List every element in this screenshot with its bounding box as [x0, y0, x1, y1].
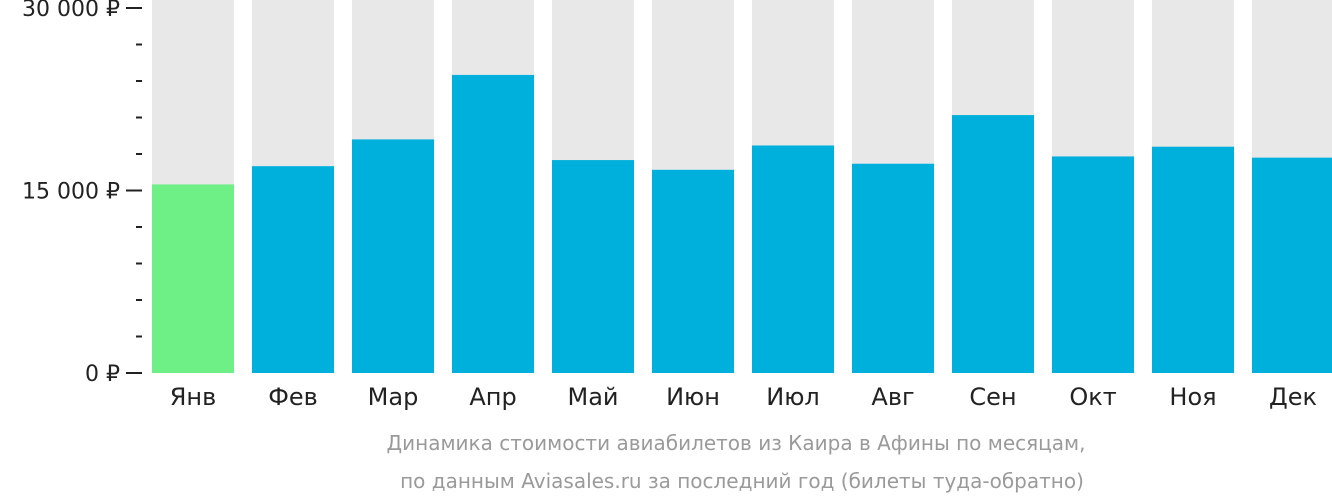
xtick-label: Июл — [766, 383, 820, 411]
xtick-label: Дек — [1269, 383, 1317, 411]
xtick-label: Авг — [871, 383, 914, 411]
caption-line: Динамика стоимости авиабилетов из Каира … — [387, 431, 1086, 455]
xtick-label: Мар — [368, 383, 419, 411]
bar — [252, 166, 334, 373]
xtick-label: Май — [567, 383, 618, 411]
bar — [552, 160, 634, 373]
y-axis: 30 000 ₽ 15 000 ₽ 0 ₽ — [22, 0, 142, 387]
bar — [652, 169, 734, 373]
chart-caption: Динамика стоимости авиабилетов из Каира … — [387, 431, 1086, 493]
caption-line: по данным Aviasales.ru за последний год … — [400, 469, 1084, 493]
ytick-label: 30 000 ₽ — [22, 0, 120, 22]
xtick-label: Фев — [268, 383, 318, 411]
bar — [152, 184, 234, 373]
xtick-label: Апр — [469, 383, 516, 411]
xtick-label: Окт — [1069, 383, 1116, 411]
xtick-label: Июн — [666, 383, 720, 411]
x-axis: Янв Фев Мар Апр Май Июн Июл Авг Сен Окт Ноя Дек — [170, 383, 1317, 411]
xtick-label: Янв — [170, 383, 217, 411]
xtick-label: Сен — [969, 383, 1016, 411]
bar — [852, 163, 934, 373]
bar — [1152, 146, 1234, 373]
bar — [752, 145, 834, 373]
bars — [152, 74, 1332, 374]
bar — [952, 115, 1034, 374]
ytick-label: 15 000 ₽ — [22, 180, 120, 205]
bar — [352, 139, 434, 373]
bar — [1052, 156, 1134, 373]
xtick-label: Ноя — [1169, 383, 1216, 411]
bar — [452, 74, 534, 374]
ytick-label: 0 ₽ — [85, 362, 120, 387]
bar — [1252, 157, 1332, 373]
